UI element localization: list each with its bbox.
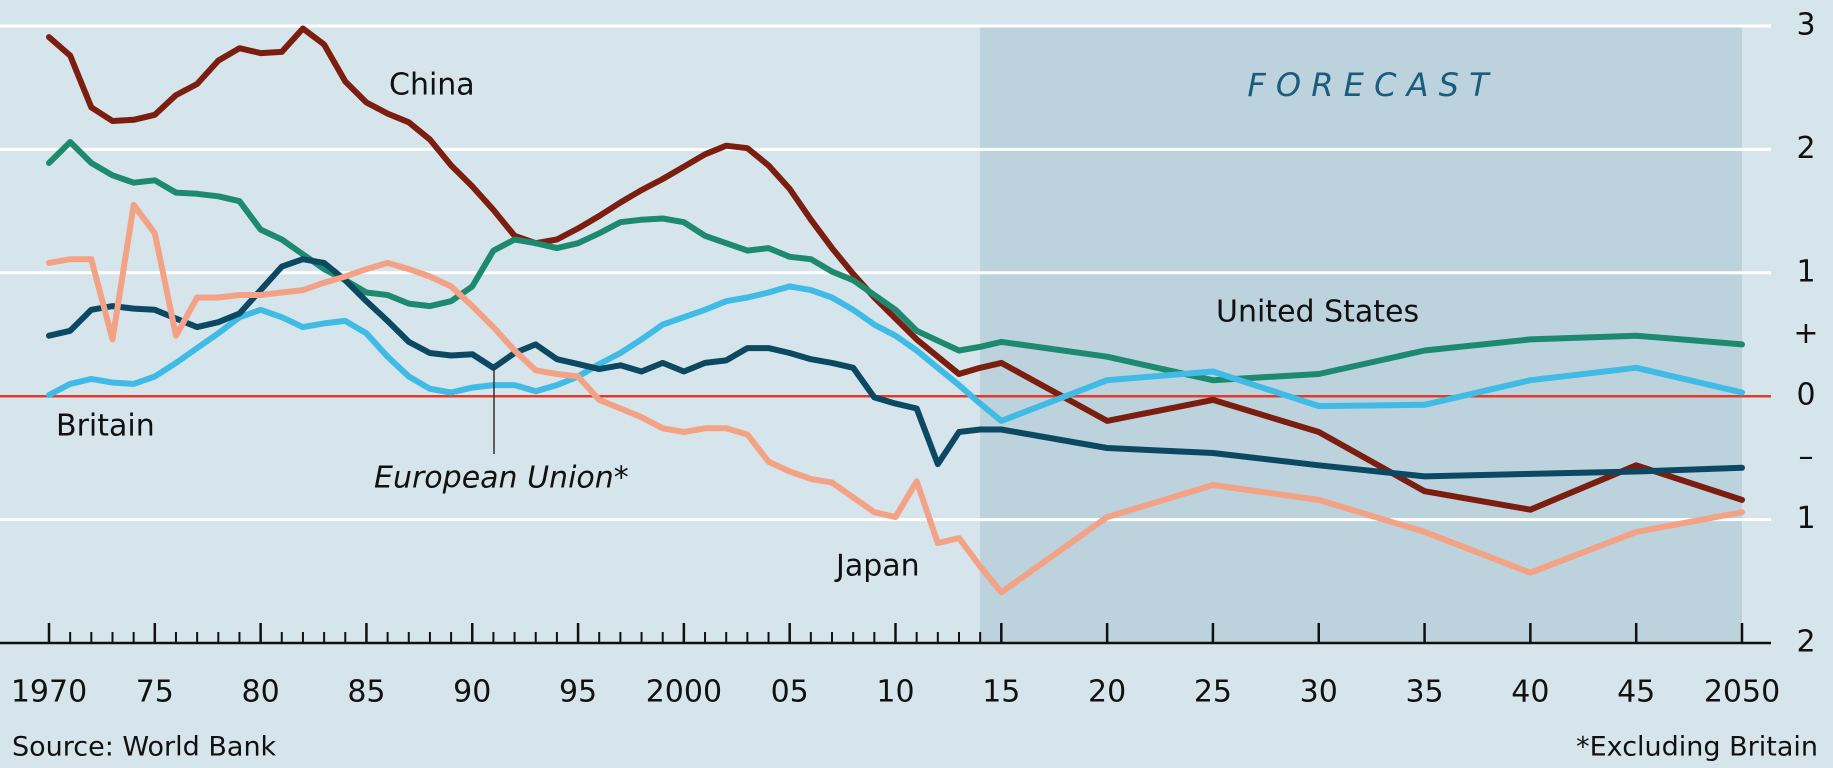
x-tick-label: 80 — [242, 675, 280, 710]
series-line — [46, 283, 1745, 424]
x-tick-label: 05 — [771, 675, 809, 710]
y-tick-label: 1 — [1796, 501, 1815, 536]
x-tick-label: 20 — [1088, 675, 1126, 710]
x-tick-label: 45 — [1617, 675, 1655, 710]
series-label: United States — [1216, 295, 1419, 330]
y-tick-label: 2 — [1796, 131, 1815, 166]
y-tick-label: – — [1799, 439, 1814, 474]
x-tick-label: 2000 — [646, 675, 722, 710]
series-line — [46, 256, 1745, 480]
x-tick-label: 1970 — [11, 675, 87, 710]
series-line — [46, 201, 1745, 596]
forecast-label: F O R E C A S T — [1247, 66, 1491, 104]
series-label: Japan — [834, 549, 920, 584]
series-label: Britain — [56, 409, 155, 444]
x-tick-label: 2050 — [1704, 675, 1780, 710]
y-tick-label: 3 — [1796, 8, 1815, 43]
series-line — [46, 25, 1745, 513]
x-tick-label: 35 — [1405, 675, 1443, 710]
x-tick-label: 75 — [136, 675, 174, 710]
source: Source: World Bank — [12, 732, 277, 763]
x-tick-label: 90 — [453, 675, 491, 710]
x-tick-label: 10 — [876, 675, 914, 710]
x-tick-label: 40 — [1511, 675, 1549, 710]
y-tick-label: 1 — [1796, 254, 1815, 289]
x-tick-label: 95 — [559, 675, 597, 710]
series-line — [46, 139, 1745, 384]
y-tick-label: 0 — [1796, 378, 1815, 413]
y-tick-label: 2 — [1796, 625, 1815, 660]
x-tick-label: 85 — [347, 675, 385, 710]
y-tick-label: + — [1793, 316, 1818, 351]
x-tick-label: 15 — [982, 675, 1020, 710]
x-tick-label: 30 — [1300, 675, 1338, 710]
series-label: European Union* — [374, 461, 629, 496]
footnote: *Excluding Britain — [1576, 732, 1818, 763]
series-label: China — [389, 68, 475, 103]
x-tick-label: 25 — [1194, 675, 1232, 710]
